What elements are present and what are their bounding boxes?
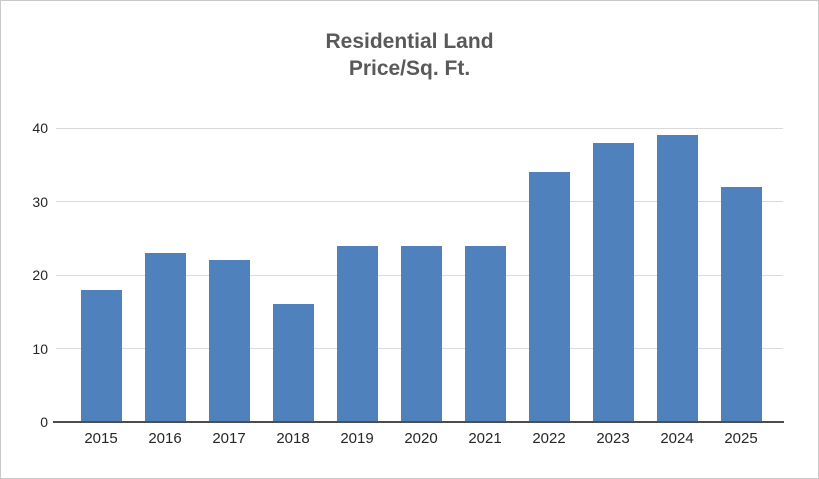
bar-2018[interactable]: [272, 304, 314, 422]
x-axis-label: 2025: [724, 430, 758, 447]
y-axis-label: 40: [32, 120, 48, 136]
x-axis-label: 2022: [532, 430, 566, 447]
x-axis-label: 2018: [276, 430, 310, 447]
x-axis-label: 2021: [468, 430, 502, 447]
bar-2016[interactable]: [144, 252, 186, 422]
x-axis-label: 2017: [212, 430, 246, 447]
plot-area: 0 10 20 30 40 2015 2016 2017 2018 2019 2020 2021 202…: [32, 120, 784, 447]
gridline: [56, 201, 783, 202]
x-axis-label: 2015: [84, 430, 118, 447]
bar-2019[interactable]: [336, 245, 378, 422]
chart-title-line-2: Price/Sq. Ft.: [348, 57, 471, 80]
gridline: [56, 127, 783, 129]
bar-2017[interactable]: [208, 260, 250, 422]
x-axis-label: 2016: [148, 430, 182, 447]
y-axis-label: 0: [40, 414, 48, 430]
y-axis-label: 10: [32, 340, 48, 357]
x-axis-line: [53, 421, 784, 423]
bar-2022[interactable]: [528, 172, 570, 422]
bar-2025[interactable]: [720, 186, 762, 422]
bar-2020[interactable]: [400, 245, 442, 422]
x-axis-label: 2020: [404, 430, 438, 447]
x-axis-label: 2024: [660, 430, 694, 447]
bar-2015[interactable]: [80, 289, 122, 422]
y-axis-label: 20: [32, 267, 48, 283]
y-axis-label: 30: [32, 193, 48, 210]
x-axis-label: 2019: [340, 430, 374, 447]
chart-title-line-1: Residential Land: [325, 30, 494, 53]
bar-2023[interactable]: [592, 142, 634, 422]
x-axis-label: 2023: [596, 430, 630, 447]
bar-2021[interactable]: [464, 245, 506, 422]
bar-2024[interactable]: [656, 135, 698, 422]
chart-title: Residential Land Price/Sq. Ft.: [1, 28, 818, 82]
